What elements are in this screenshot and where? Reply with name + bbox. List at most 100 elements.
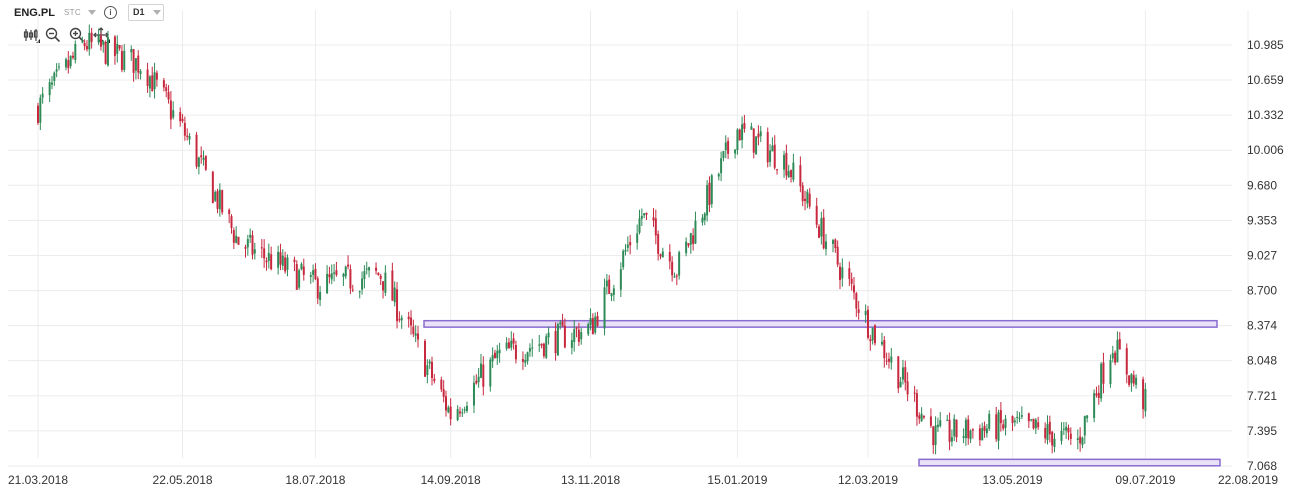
candle-up [580,327,583,345]
candle-down [1102,352,1105,394]
timeframe-value: D1 [133,7,145,17]
candle-body [736,129,739,150]
candle-up [769,144,772,167]
candle-down [577,322,580,346]
candle-up [880,332,883,346]
candle-down [1037,416,1040,430]
candle-body [622,250,625,268]
candle-body [857,309,860,313]
market-label[interactable]: STC [64,8,81,17]
candle-up [547,326,550,345]
candle-body [162,80,165,88]
candle-body [309,275,312,277]
candle-body [806,191,809,204]
candle-body [200,155,203,158]
candle-up [1034,418,1037,434]
candle-down [270,246,273,271]
candle-body [864,310,867,316]
x-axis: 21.03.2018 22.05.2018 18.07.2018 14.09.2018… [8,473,1278,487]
candle-down [265,257,268,271]
zoom-out-icon[interactable] [44,26,62,44]
candle-up [706,180,709,222]
zoom-in-icon[interactable] [68,26,86,44]
price-zone [423,319,1218,328]
candle-body [563,325,566,348]
candle-body [981,428,984,441]
candle-up [694,211,697,245]
candles-icon[interactable] [22,26,40,44]
candle-body [188,135,191,140]
candle-down [915,389,918,426]
candle-body [396,289,399,322]
x-tick-label: 14.09.2018 [421,473,481,487]
candle-down [785,144,788,180]
candle-up [148,75,151,98]
candle-body [447,407,450,413]
candle-down [162,77,165,92]
candle-up [1062,422,1065,435]
candle-body [626,244,629,248]
candle-up [330,264,333,285]
symbol-label[interactable]: ENG.PL [14,7,55,19]
candle-body [368,267,371,271]
candle-down [818,224,821,239]
candle-body [869,339,872,342]
candle-up [741,116,744,149]
candle-down [424,339,427,377]
candle-up [1060,422,1063,445]
candle-body [67,60,70,69]
candle-down [883,336,886,368]
price-zones [423,319,1221,467]
candle-body [293,259,296,263]
x-tick-label: 13.11.2018 [561,473,620,487]
candle-down [668,244,671,270]
candle-down [521,351,524,370]
candle-up [218,183,221,217]
candle-body [724,142,727,151]
candle-body [382,281,385,291]
candle-body [130,49,133,53]
candle-up [365,261,368,275]
candle-body [281,255,284,266]
candle-body [547,332,550,338]
candle-body [214,192,217,201]
candle-body [1125,348,1128,375]
timeframe-select[interactable]: D1 [128,4,164,21]
market-chevron-down-icon[interactable] [88,10,96,15]
candle-up [1100,361,1103,402]
candle-body [929,416,932,426]
candle-up [640,208,643,226]
y-tick-label: 10.985 [1247,38,1284,52]
candle-body [995,414,998,440]
candle-body [801,185,804,202]
candle-up [736,128,739,155]
candle-up [1144,383,1147,417]
candle-body [1002,424,1005,429]
candle-up [202,150,205,166]
price-zone [918,458,1221,467]
candle-up [1135,374,1138,389]
candle-body [605,280,608,287]
candle-up [899,377,902,388]
candle-body [393,287,396,303]
candle-down [335,261,338,277]
candle-body [1062,428,1065,430]
candle-up [1093,389,1096,423]
candle-body [636,233,639,243]
candle-body [300,263,303,270]
candle-down [1032,418,1035,430]
candle-body [526,352,529,362]
y-tick-label: 7.395 [1247,424,1277,438]
candle-body [710,175,713,205]
candle-down [347,255,350,270]
candle-up [97,28,100,45]
info-icon[interactable]: i [104,6,117,19]
candle-body [766,132,769,163]
x-tick-label: 09.07.2019 [1115,473,1175,487]
y-tick-label: 8.048 [1247,354,1277,368]
candle-body [836,246,839,265]
candle-body [834,239,837,249]
candle-down [314,263,317,281]
candle-down [1044,422,1047,444]
